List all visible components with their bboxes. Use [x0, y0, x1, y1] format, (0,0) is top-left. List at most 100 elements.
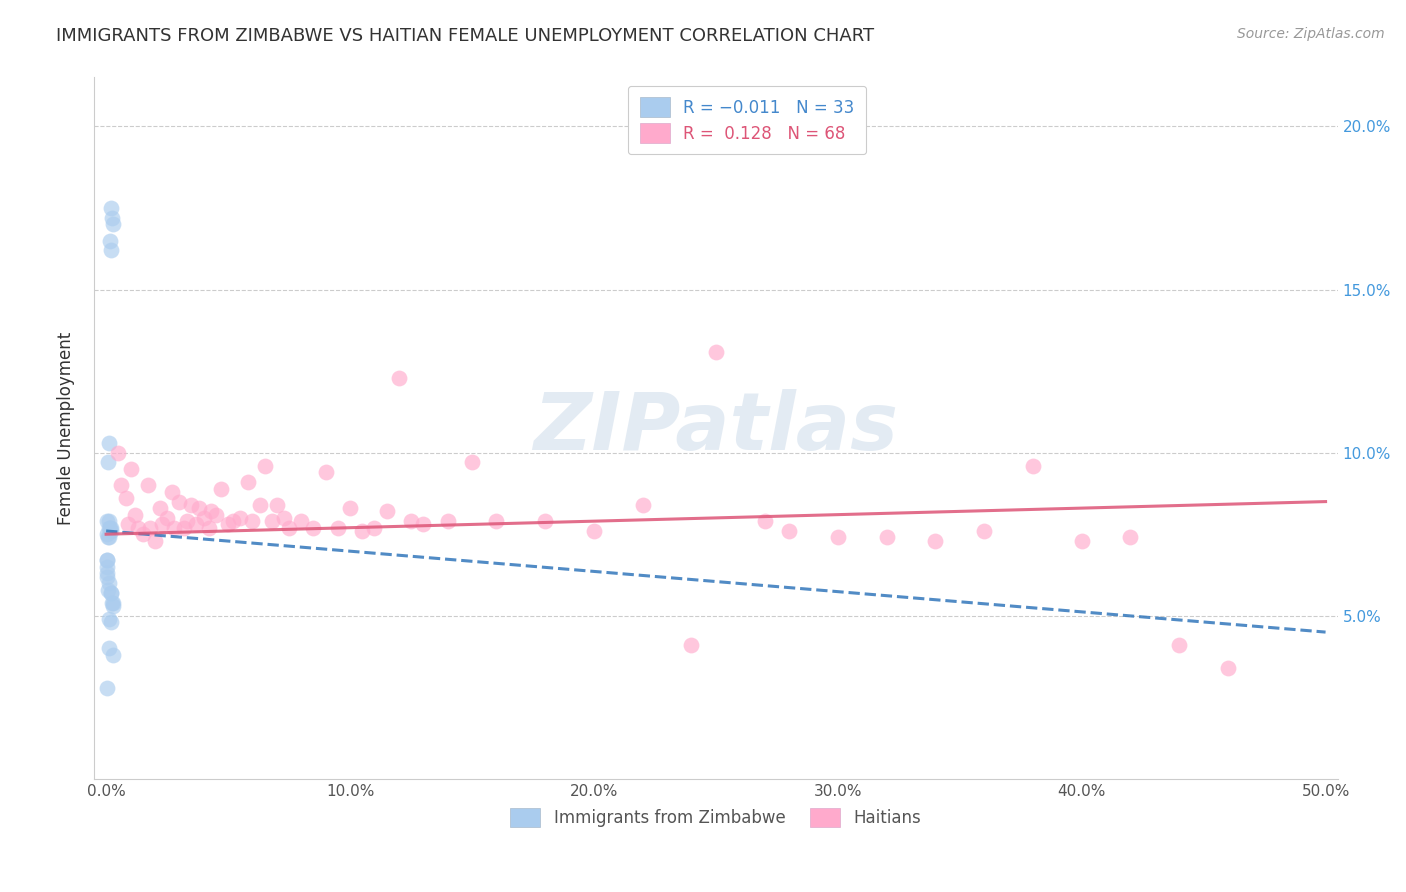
Point [681, 638, 703, 652]
Point [375, 504, 398, 518]
Point [150, 517, 173, 532]
Point [399, 514, 422, 528]
Point [352, 524, 374, 538]
Point [97, 576, 120, 591]
Point [582, 524, 605, 538]
Point [436, 514, 458, 528]
Point [103, 217, 125, 231]
Point [290, 514, 312, 528]
Point [278, 521, 301, 535]
Point [100, 615, 122, 630]
Point [97, 641, 120, 656]
Point [107, 445, 129, 459]
Point [100, 586, 122, 600]
Point [97, 531, 120, 545]
Point [136, 478, 159, 492]
Point [176, 514, 198, 528]
Point [388, 370, 411, 384]
Point [242, 514, 264, 528]
Point [96, 566, 118, 581]
Point [127, 521, 149, 535]
Point [754, 514, 776, 528]
Point [139, 521, 162, 535]
Point [363, 521, 385, 535]
Point [253, 458, 276, 473]
Point [120, 462, 142, 476]
Text: Source: ZipAtlas.com: Source: ZipAtlas.com [1237, 27, 1385, 41]
Point [187, 501, 209, 516]
Point [169, 494, 191, 508]
Point [156, 511, 179, 525]
Point [100, 201, 122, 215]
Point [339, 501, 361, 516]
Point [163, 521, 186, 535]
Point [209, 482, 232, 496]
Point [236, 475, 259, 489]
Point [205, 508, 228, 522]
Point [1119, 531, 1142, 545]
Point [534, 514, 557, 528]
Point [315, 465, 337, 479]
Point [101, 211, 124, 225]
Point [704, 344, 727, 359]
Point [193, 511, 215, 525]
Point [103, 596, 125, 610]
Point [98, 234, 121, 248]
Point [260, 514, 283, 528]
Point [266, 498, 288, 512]
Point [273, 511, 295, 525]
Point [97, 455, 120, 469]
Point [100, 586, 122, 600]
Point [110, 478, 132, 492]
Point [96, 569, 118, 583]
Point [131, 527, 153, 541]
Point [97, 435, 120, 450]
Point [827, 531, 849, 545]
Legend: Immigrants from Zimbabwe, Haitians: Immigrants from Zimbabwe, Haitians [503, 801, 928, 834]
Point [173, 521, 195, 535]
Point [1168, 638, 1191, 652]
Y-axis label: Female Unemployment: Female Unemployment [58, 332, 75, 524]
Point [97, 612, 120, 626]
Point [876, 531, 898, 545]
Point [1070, 533, 1092, 548]
Point [143, 533, 166, 548]
Point [98, 521, 121, 535]
Point [217, 517, 239, 532]
Point [326, 521, 349, 535]
Point [160, 484, 183, 499]
Point [100, 524, 122, 538]
Point [96, 681, 118, 695]
Point [412, 517, 434, 532]
Point [778, 524, 800, 538]
Point [461, 455, 484, 469]
Point [222, 514, 245, 528]
Text: IMMIGRANTS FROM ZIMBABWE VS HAITIAN FEMALE UNEMPLOYMENT CORRELATION CHART: IMMIGRANTS FROM ZIMBABWE VS HAITIAN FEMA… [56, 27, 875, 45]
Point [97, 531, 120, 545]
Point [97, 521, 120, 535]
Point [249, 498, 271, 512]
Point [1216, 661, 1239, 675]
Point [97, 514, 120, 528]
Point [229, 511, 252, 525]
Point [97, 582, 120, 597]
Point [117, 517, 139, 532]
Point [100, 244, 122, 258]
Point [96, 559, 118, 574]
Point [96, 553, 118, 567]
Point [103, 599, 125, 613]
Point [1022, 458, 1045, 473]
Point [200, 504, 222, 518]
Point [124, 508, 146, 522]
Point [149, 501, 172, 516]
Point [302, 521, 325, 535]
Point [924, 533, 946, 548]
Point [103, 648, 125, 662]
Point [96, 514, 118, 528]
Point [485, 514, 508, 528]
Point [197, 521, 219, 535]
Point [96, 527, 118, 541]
Point [96, 553, 118, 567]
Point [973, 524, 995, 538]
Point [114, 491, 136, 506]
